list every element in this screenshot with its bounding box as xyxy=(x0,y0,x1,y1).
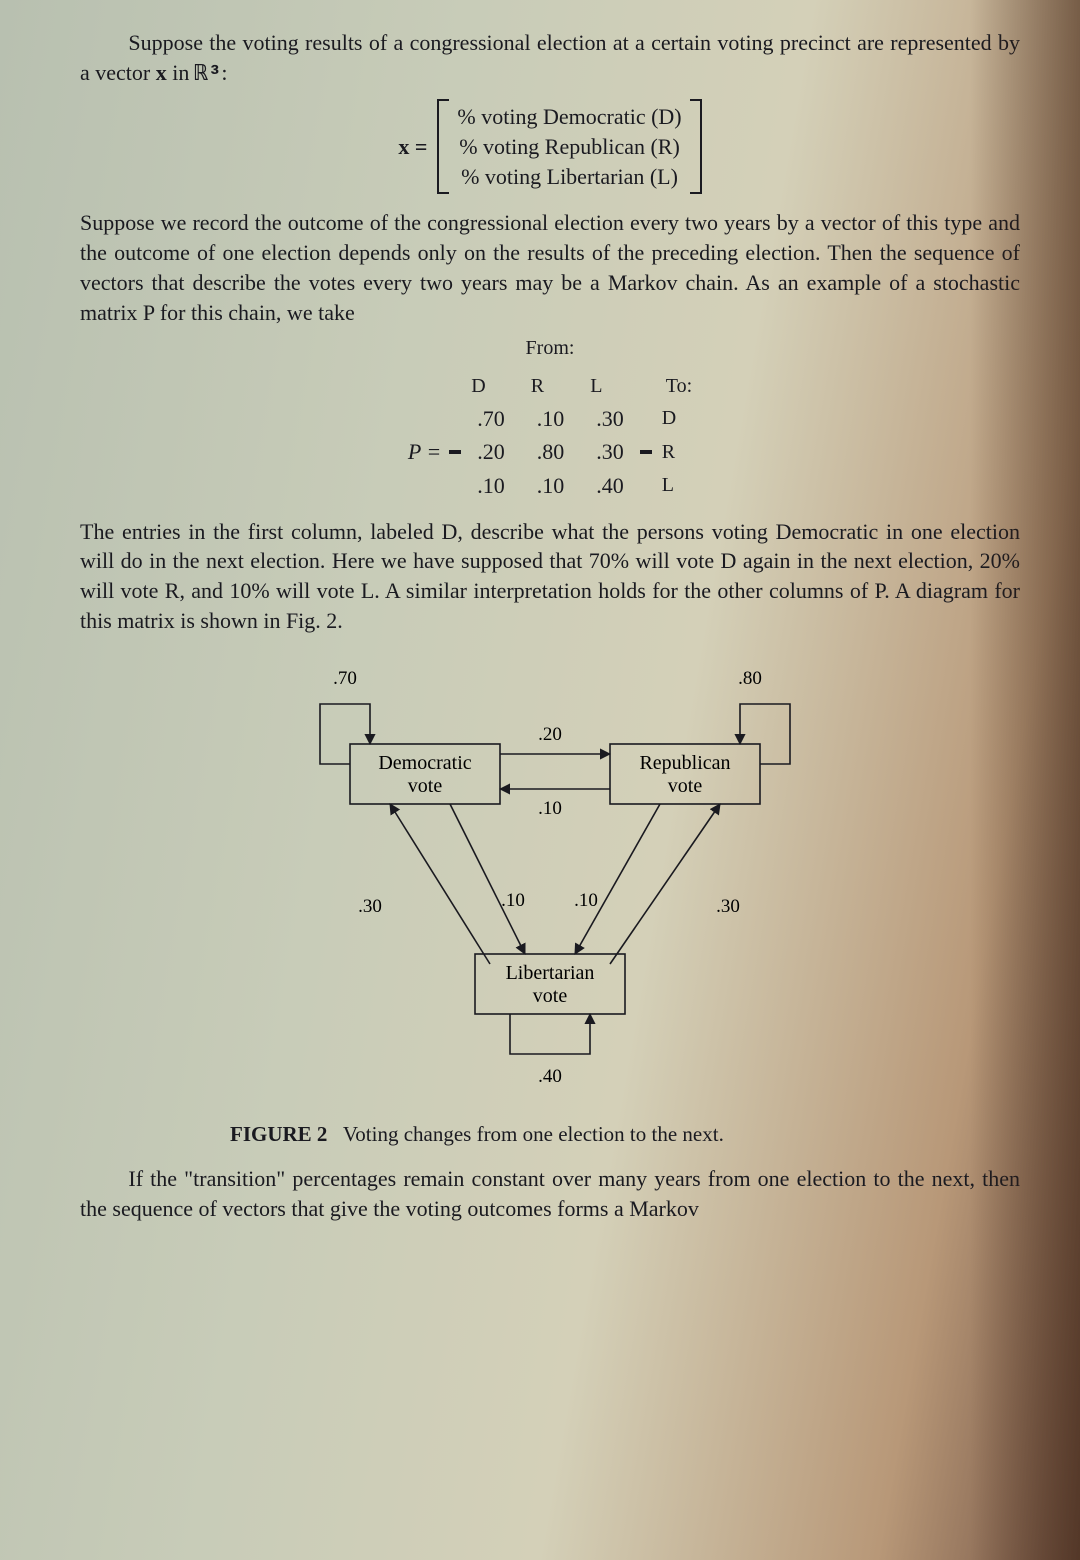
m-2-0: .10 xyxy=(461,469,521,503)
col-L: L xyxy=(580,371,640,402)
edge-LD-label: .30 xyxy=(358,896,382,917)
node-R-l1: Republican xyxy=(639,752,730,774)
m-0-0: .70 xyxy=(461,402,521,436)
bracket-left-icon xyxy=(437,99,449,194)
transition-diagram: .70 .80 .40 .20 .10 .30 .30 .10 .10 Demo… xyxy=(250,654,850,1114)
loop-D-label: .70 xyxy=(333,668,357,689)
bracket-right-icon xyxy=(690,99,702,194)
page-content: Suppose the voting results of a congress… xyxy=(0,0,1080,1251)
matrix-block: From: D R L To: P = .70 .10 .30 D .20 .8… xyxy=(408,335,692,503)
paragraph-3: The entries in the first column, labeled… xyxy=(80,517,1020,636)
node-republican: Republican vote xyxy=(610,744,760,804)
m-0-1: .10 xyxy=(521,402,581,436)
m-1-1: .80 xyxy=(521,435,581,469)
loop-L-label: .40 xyxy=(538,1066,562,1087)
vector-definition: x = % voting Democratic (D) % voting Rep… xyxy=(80,99,1020,194)
figure-label: FIGURE 2 xyxy=(230,1122,327,1146)
loop-R-label: .80 xyxy=(738,668,762,689)
col-D: D xyxy=(461,371,521,402)
vec-row-2: % voting Republican (R) xyxy=(457,132,681,162)
node-democratic: Democratic vote xyxy=(350,744,500,804)
r3: ℝ³ xyxy=(195,62,221,87)
vec-x: x xyxy=(156,60,167,85)
figure-caption-text: Voting changes from one election to the … xyxy=(343,1122,724,1146)
m-1-2: .30 xyxy=(580,435,640,469)
node-L-l1: Libertarian xyxy=(506,962,595,984)
row-L: L xyxy=(652,470,692,501)
m-2-1: .10 xyxy=(521,469,581,503)
col-R: R xyxy=(521,371,581,402)
m-2-2: .40 xyxy=(580,469,640,503)
node-D-l1: Democratic xyxy=(378,752,471,774)
node-libertarian: Libertarian vote xyxy=(475,954,625,1014)
to-label: To: xyxy=(652,373,692,400)
m-0-2: .30 xyxy=(580,402,640,436)
p1-a: Suppose the voting results of a congress… xyxy=(128,30,773,55)
p1-c: in xyxy=(167,60,195,85)
row-R: R xyxy=(652,437,692,468)
vec-row-3: % voting Libertarian (L) xyxy=(457,162,681,192)
edge-RL-label: .10 xyxy=(574,890,598,911)
vec-row-1: % voting Democratic (D) xyxy=(457,102,681,132)
node-R-l2: vote xyxy=(668,775,703,797)
row-D: D xyxy=(652,403,692,434)
paragraph-4: If the "transition" percentages remain c… xyxy=(80,1164,1020,1223)
paragraph-1: Suppose the voting results of a congress… xyxy=(80,28,1020,89)
m-1-0: .20 xyxy=(461,435,521,469)
from-label: From: xyxy=(408,335,692,362)
p1-d: : xyxy=(221,60,227,85)
node-D-l2: vote xyxy=(408,775,443,797)
matrix-grid: D R L To: P = .70 .10 .30 D .20 .80 .30 … xyxy=(408,371,692,503)
edge-LR-label: .30 xyxy=(716,896,740,917)
figure-caption: FIGURE 2 Voting changes from one electio… xyxy=(230,1120,870,1148)
paragraph-2: Suppose we record the outcome of the con… xyxy=(80,208,1020,327)
node-L-l2: vote xyxy=(533,985,568,1007)
vec-lhs: x = xyxy=(398,132,427,162)
P-equals: P = xyxy=(408,437,449,467)
edge-DR-label: .20 xyxy=(538,724,562,745)
matrix-bracket-left-icon xyxy=(449,450,461,454)
edge-DL-label: .10 xyxy=(501,890,525,911)
edge-RD-label: .10 xyxy=(538,798,562,819)
matrix-bracket-right-icon xyxy=(640,450,652,454)
